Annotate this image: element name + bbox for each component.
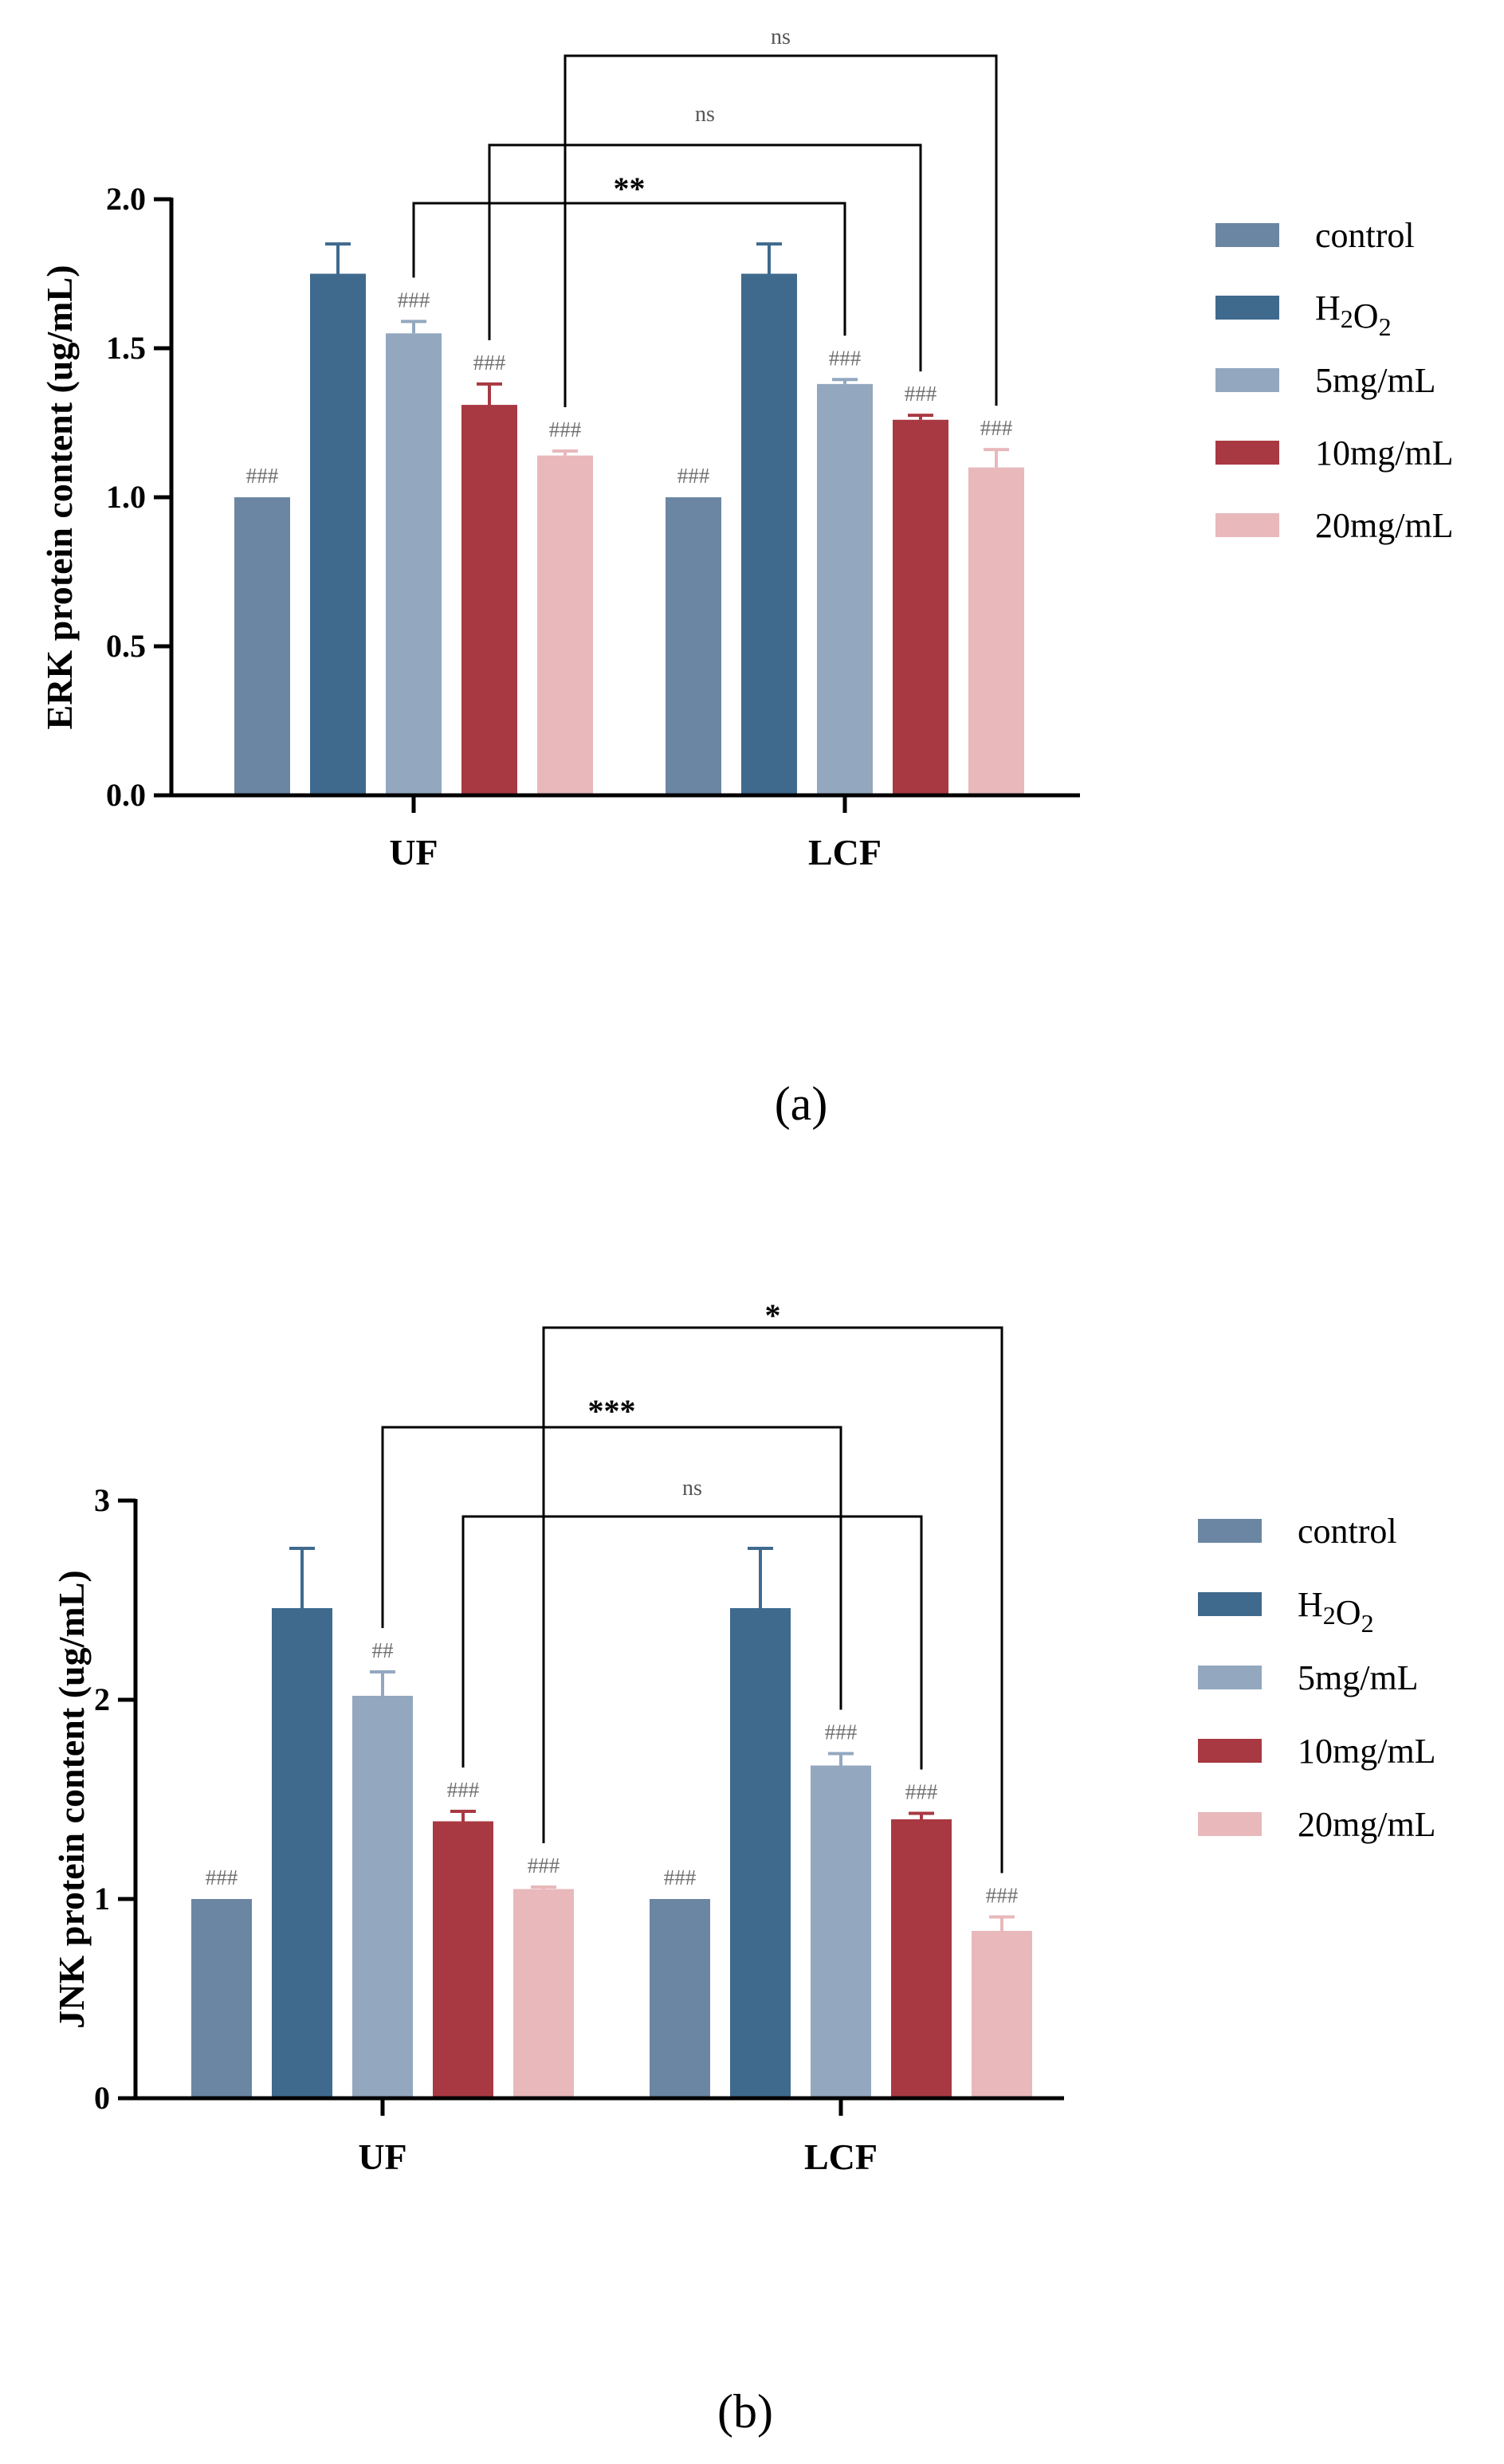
bar-h2o2-uf	[310, 273, 366, 795]
legend-swatch-mg20	[1198, 1812, 1262, 1836]
x-tick-label: UF	[389, 832, 438, 873]
comparison-bracket	[542, 1326, 1003, 1874]
significance-mark: ###	[829, 346, 862, 370]
bar-h2o2-lcf	[741, 273, 797, 795]
bar-h2o2-lcf	[730, 1608, 791, 2098]
chart-a-erk: ### ### ### ### ### ### ### ### 0.0 0.5 1.0 1.5 2.0 U…	[39, 25, 1454, 1130]
bar-mg5-uf	[386, 333, 442, 795]
significance-mark: ###	[664, 1866, 697, 1889]
panel-label: (b)	[717, 2385, 773, 2438]
comparison-label: ***	[588, 1393, 636, 1429]
significance-mark: ###	[905, 382, 937, 406]
legend-label: 20mg/mL	[1315, 506, 1454, 545]
comparison-bracket	[381, 1426, 842, 1710]
bar-mg20-lcf	[972, 1931, 1032, 2098]
significance-mark: ###	[447, 1778, 480, 1802]
legend-swatch-h2o2	[1215, 296, 1279, 320]
bar-mg10-uf	[433, 1821, 493, 2098]
y-tick-label: 0	[94, 2080, 110, 2116]
bar-mg10-lcf	[893, 419, 948, 795]
significance-mark: ###	[905, 1780, 938, 1804]
bar-mg20-lcf	[968, 467, 1024, 795]
significance-mark: ###	[528, 1854, 560, 1877]
comparison-bracket	[412, 202, 846, 336]
x-tick-label: UF	[358, 2136, 406, 2177]
comparison-label: ns	[771, 25, 791, 49]
legend-label: control	[1315, 216, 1415, 255]
legend-swatch-mg10	[1198, 1739, 1262, 1763]
y-axis-label: JNK protein content (ug/mL)	[51, 1570, 92, 2028]
bar-h2o2-uf	[272, 1608, 332, 2098]
y-tick-label: 1.0	[106, 479, 146, 515]
legend-label: H2O2	[1315, 288, 1392, 341]
comparison-label: *	[765, 1297, 781, 1333]
legend-swatch-control	[1215, 223, 1279, 247]
y-tick-label: 3	[94, 1482, 110, 1518]
legend-swatch-control	[1198, 1519, 1262, 1543]
significance-mark: ###	[825, 1720, 858, 1744]
legend-label: 5mg/mL	[1298, 1658, 1419, 1697]
bar-control-lcf	[666, 497, 721, 795]
legend-label: control	[1298, 1512, 1397, 1551]
comparison-label: ns	[682, 1476, 702, 1501]
comparison-label: ns	[695, 102, 715, 127]
legend-label: H2O2	[1298, 1585, 1374, 1638]
y-tick-label: 0.5	[106, 628, 146, 664]
legend-swatch-mg5	[1215, 368, 1279, 392]
bar-mg20-uf	[513, 1889, 574, 2098]
bar-mg20-uf	[537, 455, 593, 795]
significance-mark: ###	[549, 418, 582, 441]
y-tick-label: 1.5	[106, 330, 146, 366]
legend-swatch-mg20	[1215, 513, 1279, 537]
legend-swatch-h2o2	[1198, 1592, 1262, 1616]
comparison-bracket	[461, 1515, 923, 1770]
bar-mg5-lcf	[811, 1765, 871, 2098]
panel-label: (a)	[775, 1077, 828, 1130]
bar-mg5-uf	[352, 1696, 413, 2098]
bar-control-lcf	[650, 1899, 710, 2098]
significance-mark: ###	[398, 288, 430, 312]
comparison-label: **	[614, 171, 646, 206]
legend-swatch-mg5	[1198, 1666, 1262, 1689]
comparison-bracket	[488, 143, 922, 372]
y-tick-label: 1	[94, 1881, 110, 1917]
legend-label: 10mg/mL	[1298, 1732, 1436, 1771]
bar-mg10-lcf	[891, 1819, 952, 2098]
bar-mg10-uf	[461, 405, 517, 795]
significance-mark: ##	[372, 1638, 395, 1662]
significance-mark: ###	[986, 1884, 1019, 1908]
y-axis-label: ERK protein content (ug/mL)	[39, 265, 80, 729]
legend-label: 20mg/mL	[1298, 1805, 1436, 1844]
legend-swatch-mg10	[1215, 441, 1279, 465]
significance-mark: ###	[677, 464, 710, 488]
bar-control-uf	[234, 497, 290, 795]
y-tick-label: 2	[94, 1681, 110, 1717]
legend-label: 10mg/mL	[1315, 434, 1454, 473]
bar-control-uf	[191, 1899, 252, 2098]
y-tick-label: 2.0	[106, 181, 146, 217]
significance-mark: ###	[206, 1866, 238, 1889]
comparison-bracket	[564, 54, 998, 408]
x-tick-label: LCF	[804, 2136, 878, 2177]
x-tick-label: LCF	[808, 832, 882, 873]
significance-mark: ###	[473, 351, 506, 375]
significance-mark: ###	[980, 416, 1013, 440]
significance-mark: ###	[246, 464, 279, 488]
bar-mg5-lcf	[817, 383, 873, 795]
legend-label: 5mg/mL	[1315, 361, 1436, 400]
y-tick-label: 0.0	[106, 777, 146, 813]
